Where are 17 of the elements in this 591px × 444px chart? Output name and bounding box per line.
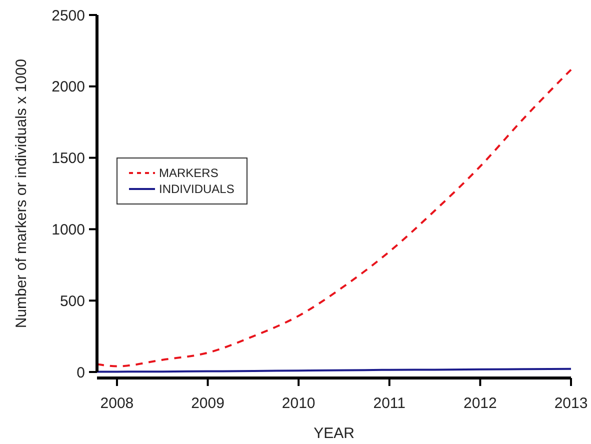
legend-label: MARKERS bbox=[159, 166, 218, 180]
x-axis-title: YEAR bbox=[314, 425, 355, 442]
x-tick-label: 2013 bbox=[554, 395, 588, 412]
x-tick-label: 2008 bbox=[100, 395, 134, 412]
line-series bbox=[96, 68, 572, 368]
y-tick-label: 1000 bbox=[52, 221, 85, 238]
y-tick-label: 0 bbox=[76, 364, 85, 382]
y-tick-label: 2000 bbox=[52, 78, 85, 96]
y-axis-title: Number of markers or individuals x 1000 bbox=[13, 58, 30, 328]
y-tick-label: 1500 bbox=[52, 150, 85, 168]
x-tick-label: 2011 bbox=[373, 395, 406, 412]
y-tick-label: 500 bbox=[60, 292, 85, 310]
y-tick-label: 2500 bbox=[52, 7, 85, 24]
x-tick-label: 2010 bbox=[282, 395, 316, 412]
x-tick-label: 2012 bbox=[464, 395, 497, 412]
x-tick-label: 2009 bbox=[191, 395, 224, 412]
legend-label: INDIVIDUALS bbox=[159, 182, 234, 196]
